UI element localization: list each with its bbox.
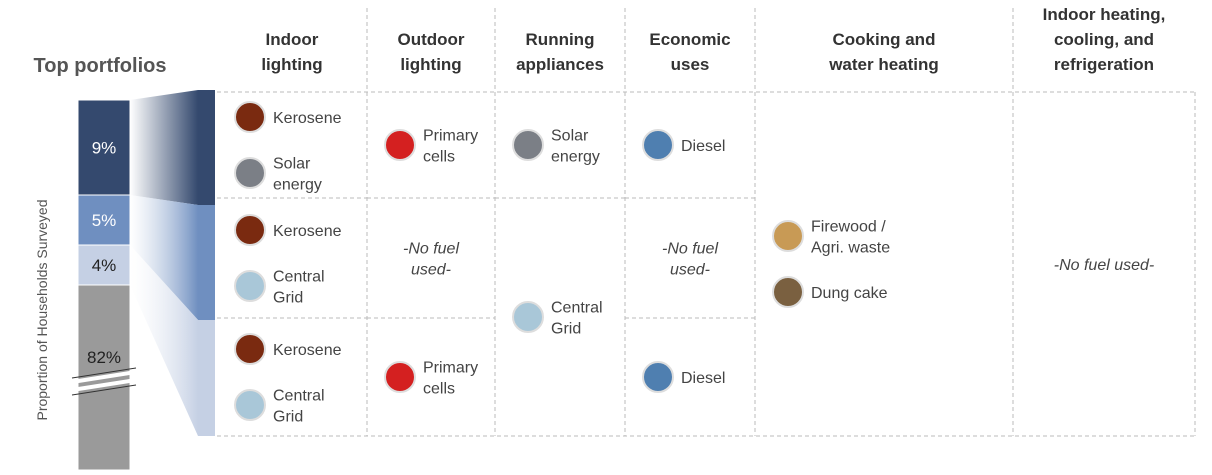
- fan: [130, 90, 198, 205]
- fuel-label: Grid: [551, 321, 581, 338]
- fuel-label: Central: [551, 300, 603, 317]
- share-label: 4%: [92, 256, 117, 275]
- fuel-icon: [234, 214, 266, 246]
- fuel-icon: [234, 157, 266, 189]
- fuel-icon: [384, 361, 416, 393]
- fuel-icon: [234, 101, 266, 133]
- break: [71, 384, 137, 396]
- column-header: Cooking and: [833, 30, 936, 49]
- fuel-label: Diesel: [681, 370, 725, 387]
- fan: [130, 245, 198, 436]
- fuel-label: Kerosene: [273, 110, 342, 127]
- fuel-icon: [512, 129, 544, 161]
- fuel-label: Central: [273, 269, 325, 286]
- fuel-label: Grid: [273, 290, 303, 307]
- column-header: Economic: [649, 30, 730, 49]
- fuel-icon: [234, 333, 266, 365]
- column-header: refrigeration: [1054, 55, 1154, 74]
- no-fuel-label: -No fuel: [403, 241, 459, 258]
- break: [71, 378, 137, 392]
- no-fuel-label: -No fuel: [662, 241, 718, 258]
- column-header: appliances: [516, 55, 604, 74]
- fuel-label: Solar: [551, 128, 589, 145]
- break: [71, 370, 137, 384]
- fuel-label: Diesel: [681, 138, 725, 155]
- strip-segment: [198, 205, 215, 320]
- title: Top portfolios: [34, 55, 167, 77]
- column-header: uses: [671, 55, 710, 74]
- no-fuel-label: used-: [670, 262, 710, 279]
- column-header: Outdoor: [397, 30, 464, 49]
- y-axis-label: Proportion of Households Surveyed: [34, 199, 50, 420]
- fuel-label: cells: [423, 381, 455, 398]
- fuel-icon: [642, 361, 674, 393]
- share-label: 9%: [92, 139, 117, 158]
- fuel-label: Primary: [423, 360, 478, 377]
- column-header: Indoor: [266, 30, 319, 49]
- no-fuel-label: used-: [411, 262, 451, 279]
- column-header: lighting: [400, 55, 461, 74]
- fan: [130, 195, 198, 320]
- share-segment: [77, 99, 131, 196]
- share-segment: [77, 194, 131, 246]
- fuel-label: Solar: [273, 156, 311, 173]
- column-header: Running: [526, 30, 595, 49]
- column-header: lighting: [261, 55, 322, 74]
- fuel-label: Grid: [273, 409, 303, 426]
- fuel-label: Kerosene: [273, 223, 342, 240]
- fuel-icon: [234, 270, 266, 302]
- fuel-label: energy: [551, 149, 600, 166]
- strip-segment: [198, 90, 215, 205]
- fuel-label: Dung cake: [811, 285, 888, 302]
- fuel-icon: [642, 129, 674, 161]
- share-label: 82%: [87, 348, 121, 367]
- fuel-label: energy: [273, 177, 322, 194]
- fuel-label: Primary: [423, 128, 478, 145]
- column-header: cooling, and: [1054, 30, 1154, 49]
- column-header: water heating: [828, 55, 939, 74]
- fuel-label: Central: [273, 388, 325, 405]
- no-fuel-label: -No fuel used-: [1054, 257, 1155, 274]
- strip-segment: [198, 320, 215, 436]
- fuel-label: cells: [423, 149, 455, 166]
- fuel-label: Kerosene: [273, 342, 342, 359]
- fuel-icon: [234, 389, 266, 421]
- share-label: 5%: [92, 211, 117, 230]
- fuel-label: Firewood /: [811, 219, 886, 236]
- break: [71, 367, 137, 379]
- column-header: Indoor heating,: [1043, 5, 1166, 24]
- fuel-label: Agri. waste: [811, 240, 890, 257]
- fuel-icon: [384, 129, 416, 161]
- fuel-icon: [772, 220, 804, 252]
- fuel-icon: [512, 301, 544, 333]
- fuel-icon: [772, 276, 804, 308]
